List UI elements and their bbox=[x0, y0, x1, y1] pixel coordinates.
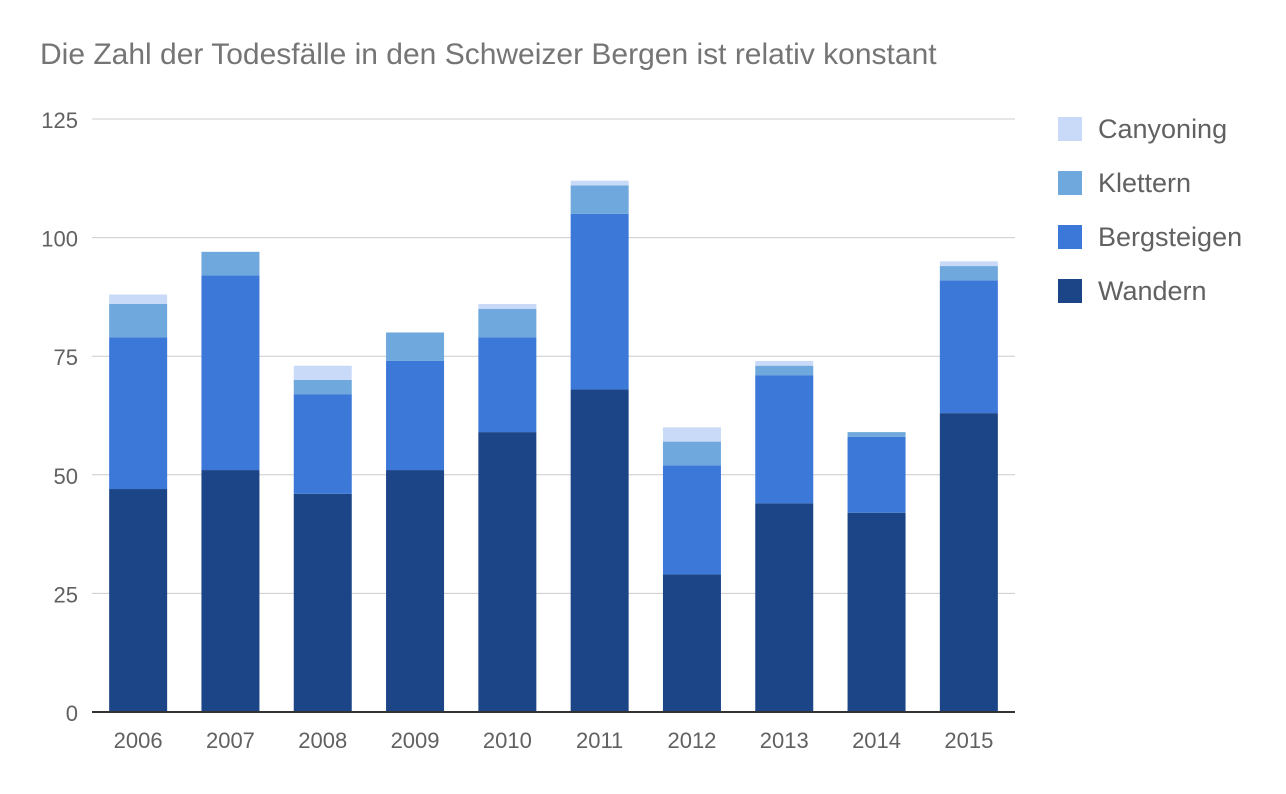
x-tick-label: 2013 bbox=[760, 728, 809, 753]
bar-wandern-2007 bbox=[201, 470, 260, 712]
bar-canyoning-2015 bbox=[939, 261, 998, 267]
y-tick-label: 50 bbox=[54, 464, 78, 489]
bar-klettern-2013 bbox=[755, 365, 814, 376]
bar-canyoning-2012 bbox=[662, 427, 721, 442]
legend-item-wandern: Wandern bbox=[1058, 264, 1242, 318]
x-tick-label: 2011 bbox=[576, 728, 623, 753]
bar-bergsteigen-2012 bbox=[662, 465, 721, 575]
bar-wandern-2006 bbox=[109, 489, 168, 712]
legend-item-klettern: Klettern bbox=[1058, 156, 1242, 210]
bar-bergsteigen-2013 bbox=[755, 375, 814, 504]
y-tick-label: 75 bbox=[54, 345, 78, 370]
y-tick-label: 25 bbox=[54, 582, 78, 607]
bar-wandern-2012 bbox=[662, 574, 721, 712]
bar-wandern-2009 bbox=[386, 470, 445, 712]
bar-klettern-2014 bbox=[847, 432, 906, 437]
bar-klettern-2007 bbox=[201, 251, 260, 276]
legend-label: Klettern bbox=[1098, 167, 1192, 198]
bar-bergsteigen-2009 bbox=[386, 360, 445, 471]
y-tick-label: 125 bbox=[41, 108, 78, 133]
legend-item-canyoning: Canyoning bbox=[1058, 102, 1242, 156]
chart-title: Die Zahl der Todesfälle in den Schweizer… bbox=[40, 38, 937, 71]
bar-bergsteigen-2010 bbox=[478, 337, 537, 433]
x-tick-label: 2006 bbox=[114, 728, 163, 753]
x-tick-label: 2009 bbox=[391, 728, 440, 753]
y-tick-label: 0 bbox=[66, 701, 78, 726]
bar-wandern-2014 bbox=[847, 512, 906, 712]
bar-bergsteigen-2015 bbox=[939, 280, 998, 414]
bar-canyoning-2011 bbox=[570, 180, 629, 186]
legend-swatch bbox=[1058, 279, 1082, 303]
legend-label: Canyoning bbox=[1098, 113, 1228, 144]
x-tick-label: 2015 bbox=[944, 728, 993, 753]
x-tick-label: 2010 bbox=[483, 728, 532, 753]
legend-swatch bbox=[1058, 117, 1082, 141]
x-tick-label: 2014 bbox=[852, 728, 901, 753]
x-tick-label: 2012 bbox=[667, 728, 716, 753]
bar-klettern-2006 bbox=[109, 304, 168, 338]
legend-label: Wandern bbox=[1098, 275, 1207, 306]
legend-swatch bbox=[1058, 225, 1082, 249]
chart-legend: Canyoning Klettern Bergsteigen Wandern bbox=[1058, 102, 1242, 318]
legend-label: Bergsteigen bbox=[1098, 221, 1243, 252]
bar-bergsteigen-2011 bbox=[570, 213, 629, 390]
bar-bergsteigen-2008 bbox=[293, 394, 352, 494]
legend-swatch bbox=[1058, 171, 1082, 195]
legend-item-bergsteigen: Bergsteigen bbox=[1058, 210, 1242, 264]
bar-wandern-2011 bbox=[570, 389, 629, 712]
bar-klettern-2009 bbox=[386, 332, 445, 361]
bar-bergsteigen-2014 bbox=[847, 436, 906, 513]
bar-canyoning-2008 bbox=[293, 365, 352, 380]
x-tick-label: 2008 bbox=[298, 728, 347, 753]
bar-klettern-2015 bbox=[939, 266, 998, 281]
bar-bergsteigen-2006 bbox=[109, 337, 168, 490]
bar-wandern-2013 bbox=[755, 503, 814, 712]
bar-wandern-2015 bbox=[939, 413, 998, 712]
bar-klettern-2012 bbox=[662, 441, 721, 466]
bar-canyoning-2006 bbox=[109, 294, 168, 305]
bar-bergsteigen-2007 bbox=[201, 275, 260, 471]
y-tick-label: 100 bbox=[41, 227, 78, 252]
bar-klettern-2008 bbox=[293, 379, 352, 395]
bar-wandern-2010 bbox=[478, 432, 537, 712]
bar-wandern-2008 bbox=[293, 493, 352, 712]
bar-canyoning-2010 bbox=[478, 304, 537, 309]
bar-klettern-2011 bbox=[570, 185, 629, 214]
bar-canyoning-2013 bbox=[755, 360, 814, 366]
x-tick-label: 2007 bbox=[206, 728, 255, 753]
bar-klettern-2010 bbox=[478, 308, 537, 338]
